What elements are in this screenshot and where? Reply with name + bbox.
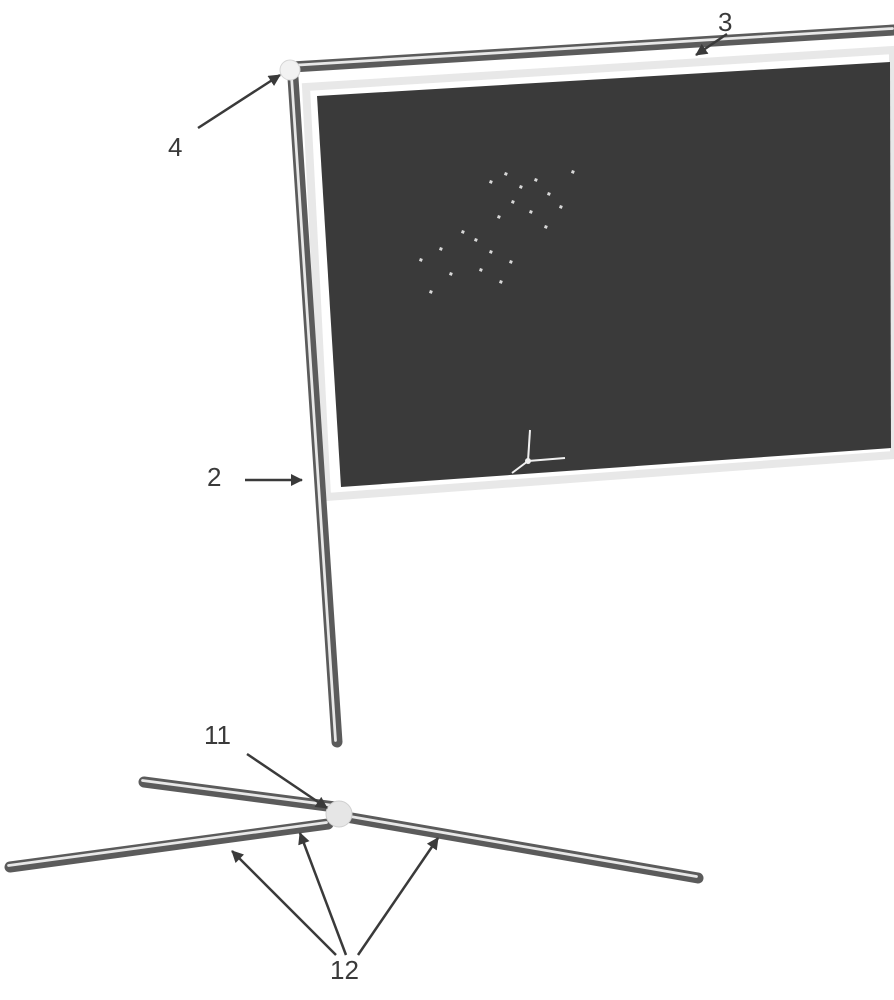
diagram-stage: 3 4 2 11 12 [0, 0, 894, 1000]
callout-label-4: 4 [168, 132, 182, 163]
callout-label-12: 12 [330, 955, 359, 986]
callout-label-11: 11 [204, 720, 231, 751]
diagram-svg [0, 0, 894, 1000]
callout-label-3: 3 [718, 7, 732, 38]
callout-label-2: 2 [207, 462, 221, 493]
